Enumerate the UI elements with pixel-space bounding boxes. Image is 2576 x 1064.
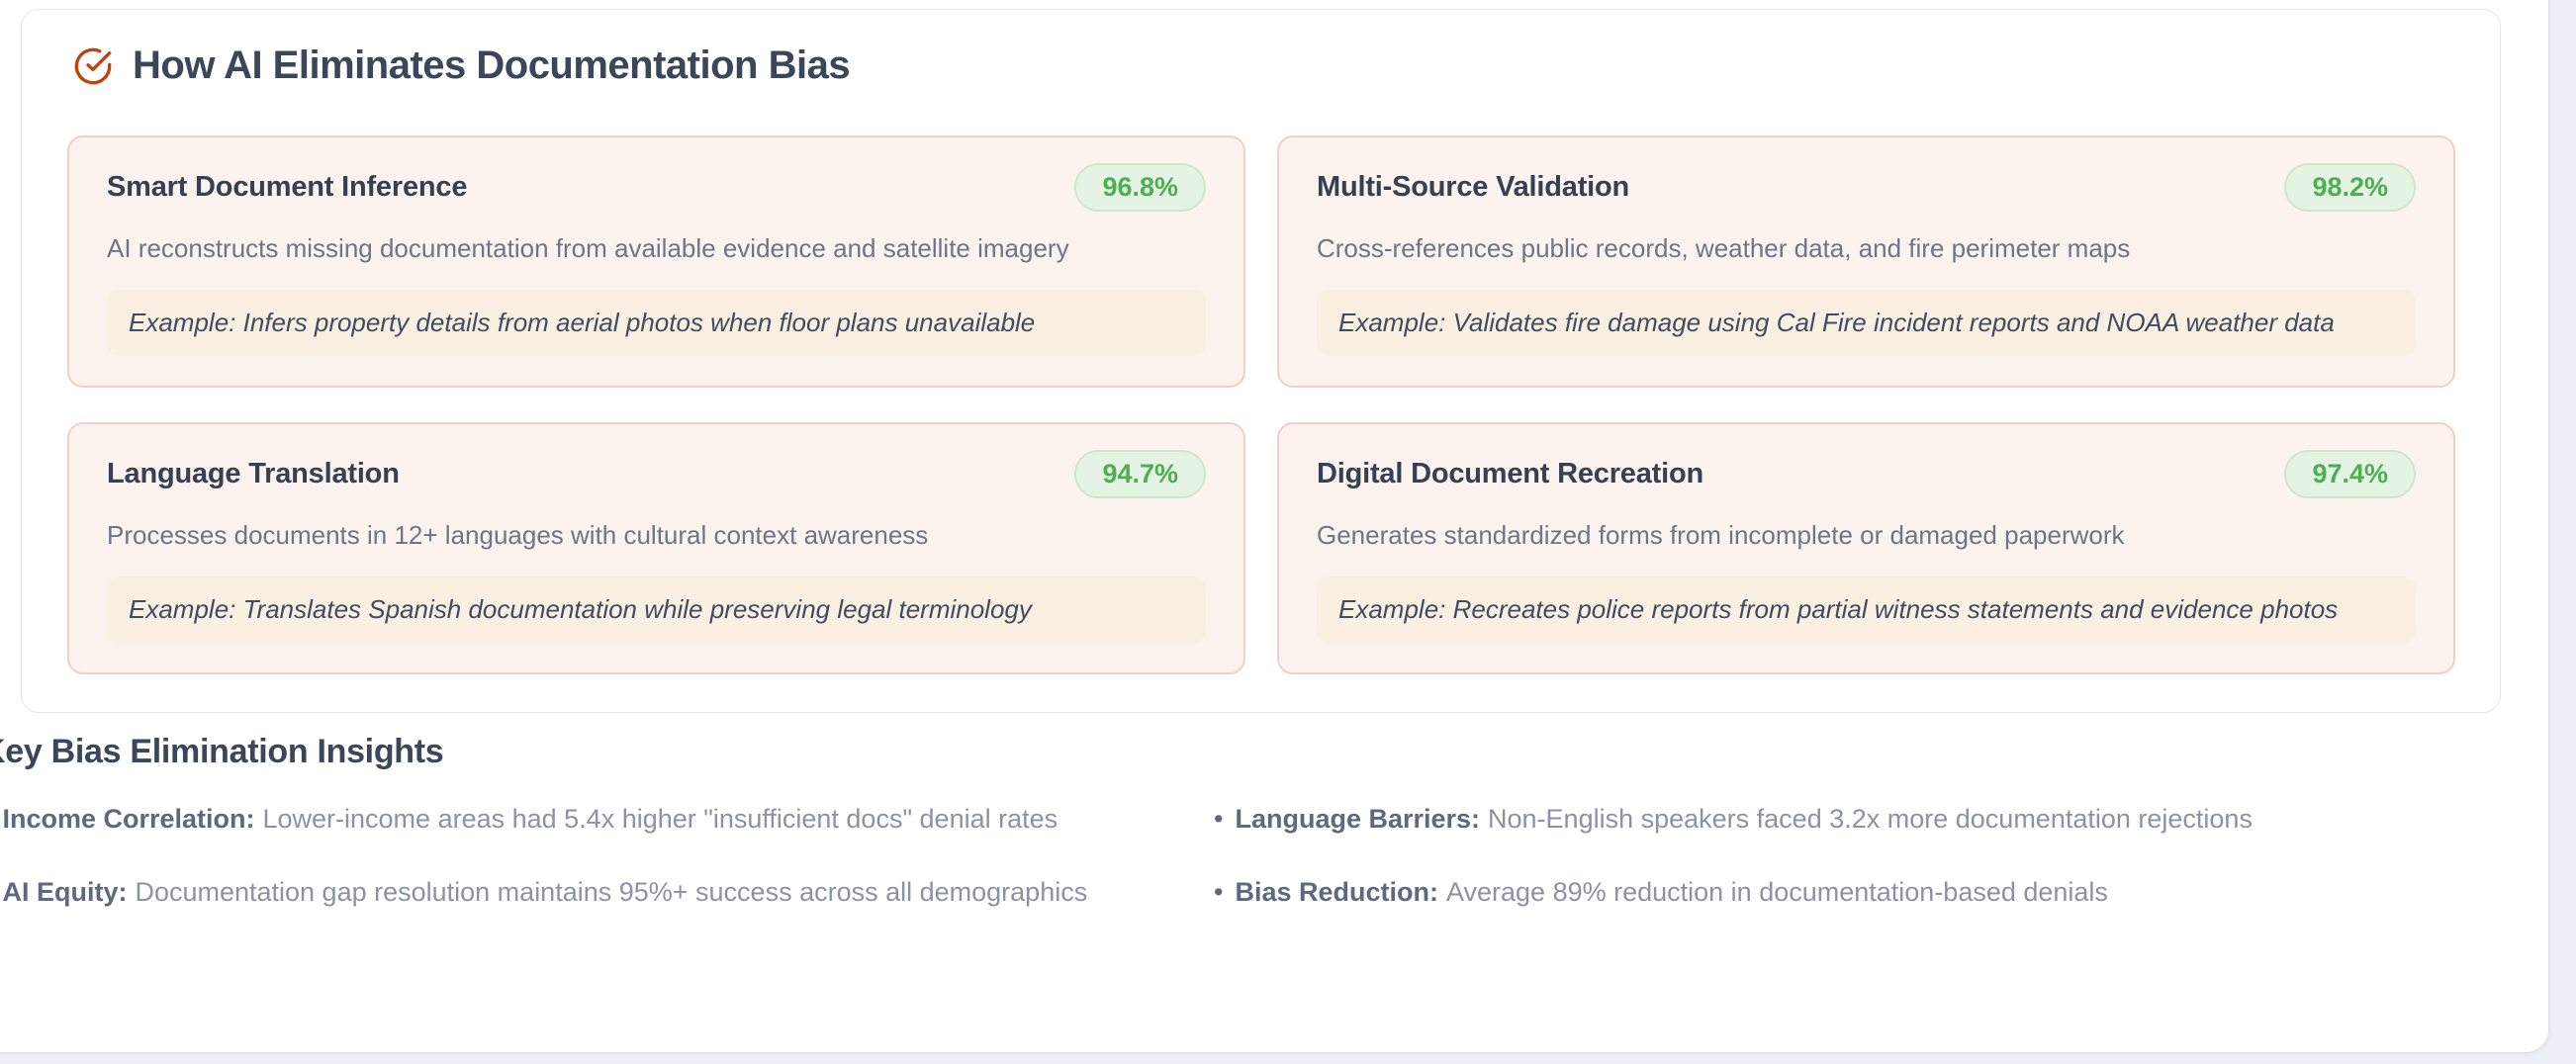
insight-language-barriers: • Language Barriers: Non-English speakers … <box>1214 803 2444 837</box>
insight-text: Average 89% reduction in documentation-b… <box>1445 876 2108 907</box>
insights-grid: • Income Correlation:Lower-income areas h… <box>0 803 2444 910</box>
insight-ai-equity: •AI Equity:Documentation gap resolution … <box>0 876 1214 910</box>
insight-income-correlation: •Income Correlation:Lower-income areas h… <box>0 803 1214 837</box>
capability-title: Language Translation <box>107 458 400 489</box>
capability-card-header: Multi-Source Validation 98.2% <box>1317 163 2416 212</box>
capability-card-header: Language Translation 94.7% <box>107 450 1206 498</box>
ai-capabilities-card: How AI Eliminates Documentation Bias Sma… <box>21 9 2501 713</box>
accuracy-badge: 97.4% <box>2284 450 2416 498</box>
capability-card-header: Smart Document Inference 96.8% <box>107 163 1206 212</box>
insight-label: Income Correlation: <box>2 804 255 834</box>
bullet-icon: • <box>1214 804 1224 834</box>
accuracy-badge: 96.8% <box>1074 163 1206 212</box>
insight-text: Lower-income areas had 5.4x higher "insu… <box>262 804 1058 834</box>
capability-example: Example: Validates fire damage using Cal… <box>1317 290 2416 356</box>
insight-text: Non-English speakers faced 3.2x more doc… <box>1488 804 2253 834</box>
capability-card-language-translation: Language Translation 94.7% Processes doc… <box>67 422 1245 674</box>
capability-description: Processes documents in 12+ languages wit… <box>107 520 929 550</box>
capability-title: Digital Document Recreation <box>1317 458 1703 489</box>
insight-label: Language Barriers: <box>1235 804 1481 834</box>
capability-description: AI reconstructs missing documentation fr… <box>107 233 1069 263</box>
capabilities-grid: Smart Document Inference 96.8% AI recons… <box>67 135 2455 674</box>
capability-example: Example: Translates Spanish documentatio… <box>107 576 1206 643</box>
insight-text: Documentation gap resolution maintains 9… <box>135 876 1088 907</box>
capability-card-digital-document-recreation: Digital Document Recreation 97.4% Genera… <box>1277 422 2455 674</box>
capability-card-smart-document-inference: Smart Document Inference 96.8% AI recons… <box>67 135 1245 388</box>
insight-label: AI Equity: <box>2 876 128 907</box>
main-panel: How AI Eliminates Documentation Bias Sma… <box>0 0 2549 1053</box>
accuracy-badge: 94.7% <box>1074 450 1206 498</box>
capability-card-header: Digital Document Recreation 97.4% <box>1317 450 2416 498</box>
insight-label: Bias Reduction: <box>1235 876 1438 907</box>
insights-heading: Key Bias Elimination Insights <box>0 733 444 770</box>
page-title: How AI Eliminates Documentation Bias <box>133 44 851 87</box>
section-header: How AI Eliminates Documentation Bias <box>73 44 851 88</box>
insights-section: Key Bias Elimination Insights • Income Co… <box>0 733 2444 910</box>
capability-description: Generates standardized forms from incomp… <box>1317 520 2125 550</box>
insight-bias-reduction: • Bias Reduction: Average 89% reduction in… <box>1214 876 2444 910</box>
check-circle-icon <box>73 46 113 86</box>
capability-description: Cross-references public records, weather… <box>1317 233 2131 263</box>
capability-card-multi-source-validation: Multi-Source Validation 98.2% Cross-refe… <box>1277 135 2455 388</box>
capability-example: Example: Infers property details from ae… <box>107 290 1206 356</box>
accuracy-badge: 98.2% <box>2284 163 2416 212</box>
bullet-icon: • <box>1214 876 1224 907</box>
capability-example: Example: Recreates police reports from p… <box>1317 576 2416 643</box>
capability-title: Multi-Source Validation <box>1317 171 1630 203</box>
capability-title: Smart Document Inference <box>107 171 468 203</box>
